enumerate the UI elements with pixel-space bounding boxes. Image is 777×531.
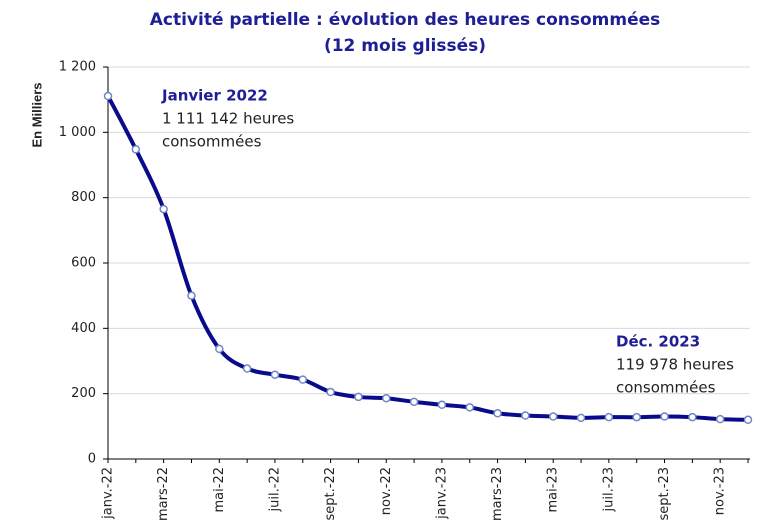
point (465, 403, 474, 412)
point (326, 387, 335, 397)
y-axis-label: En Milliers (29, 82, 44, 147)
annotation: Janvier 2022 (161, 87, 268, 105)
point (493, 409, 502, 418)
y-tick-label: 200 (71, 386, 96, 401)
point (632, 412, 641, 422)
x-tick-label: janv.-22 (101, 467, 116, 520)
x-tick-label: mai-22 (212, 467, 227, 512)
x-tick-label: janv.-23 (434, 467, 449, 520)
x-tick-label: juil.-22 (267, 467, 282, 512)
point (242, 364, 252, 373)
y-tick-label: 400 (71, 321, 96, 336)
point (604, 412, 614, 422)
x-tick-label: nov.-22 (379, 467, 394, 515)
point (215, 344, 224, 354)
point (521, 411, 530, 420)
point (688, 412, 697, 422)
x-tick-label: juil.-23 (601, 467, 616, 512)
x-tick-label: mars-23 (490, 467, 505, 521)
point (270, 370, 280, 379)
point (548, 412, 558, 421)
annotation: consommées (162, 133, 262, 151)
annotation: consommées (616, 379, 716, 397)
chart-title: Activité partielle : évolution des heure… (150, 10, 661, 30)
point (409, 397, 419, 407)
y-tick-label: 600 (71, 256, 96, 271)
y-tick-label: 0 (88, 452, 96, 467)
annotation: Déc. 2023 (616, 333, 700, 351)
point (437, 400, 447, 410)
point (187, 291, 196, 300)
point (715, 414, 725, 424)
y-tick-label: 1 000 (59, 125, 96, 140)
point (660, 412, 669, 421)
y-tick-label: 1 200 (59, 60, 96, 75)
x-tick-label: mai-23 (546, 467, 561, 512)
point (103, 91, 113, 101)
point (576, 413, 586, 423)
x-tick-label: nov.-23 (713, 467, 728, 515)
point (159, 204, 168, 214)
point (382, 393, 391, 403)
x-tick-label: sept.-22 (323, 467, 338, 521)
annotation: 119 978 heures (616, 356, 734, 374)
point (298, 375, 308, 384)
x-tick-label: sept.-23 (657, 467, 672, 521)
chart-title: (12 mois glissés) (324, 36, 486, 56)
point (354, 392, 363, 402)
y-tick-label: 800 (71, 190, 96, 205)
annotation: 1 111 142 heures (162, 110, 294, 128)
x-tick-label: mars-22 (156, 467, 171, 521)
point (743, 415, 753, 425)
point (131, 145, 141, 154)
